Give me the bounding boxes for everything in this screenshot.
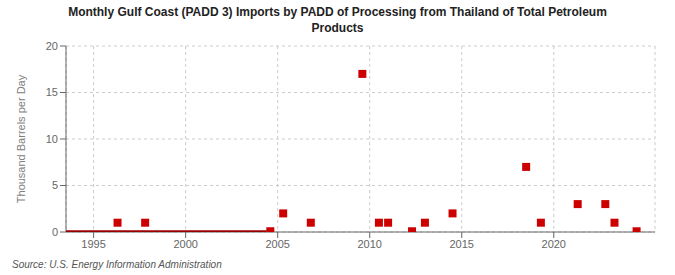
svg-text:2020: 2020 bbox=[542, 238, 566, 250]
svg-text:15: 15 bbox=[46, 86, 58, 98]
svg-text:2010: 2010 bbox=[357, 238, 381, 250]
html-text:Monthly Gulf Coast (PADD 3) Im: Monthly Gulf Coast (PADD 3) Imports by P… bbox=[68, 5, 607, 35]
svg-text:10: 10 bbox=[46, 133, 58, 145]
svg-text:20: 20 bbox=[46, 40, 58, 52]
svg-text:Thousand Barrels per Day: Thousand Barrels per Day bbox=[15, 74, 27, 203]
svg-text:5: 5 bbox=[52, 179, 58, 191]
svg-text:2005: 2005 bbox=[265, 238, 289, 250]
svg-text:2015: 2015 bbox=[449, 238, 473, 250]
svg-text:2000: 2000 bbox=[173, 238, 197, 250]
svg-text:0: 0 bbox=[52, 226, 58, 238]
html-text:Source: U.S. Energy Informatio: Source: U.S. Energy Information Administ… bbox=[12, 259, 222, 270]
svg-text:1995: 1995 bbox=[81, 238, 105, 250]
